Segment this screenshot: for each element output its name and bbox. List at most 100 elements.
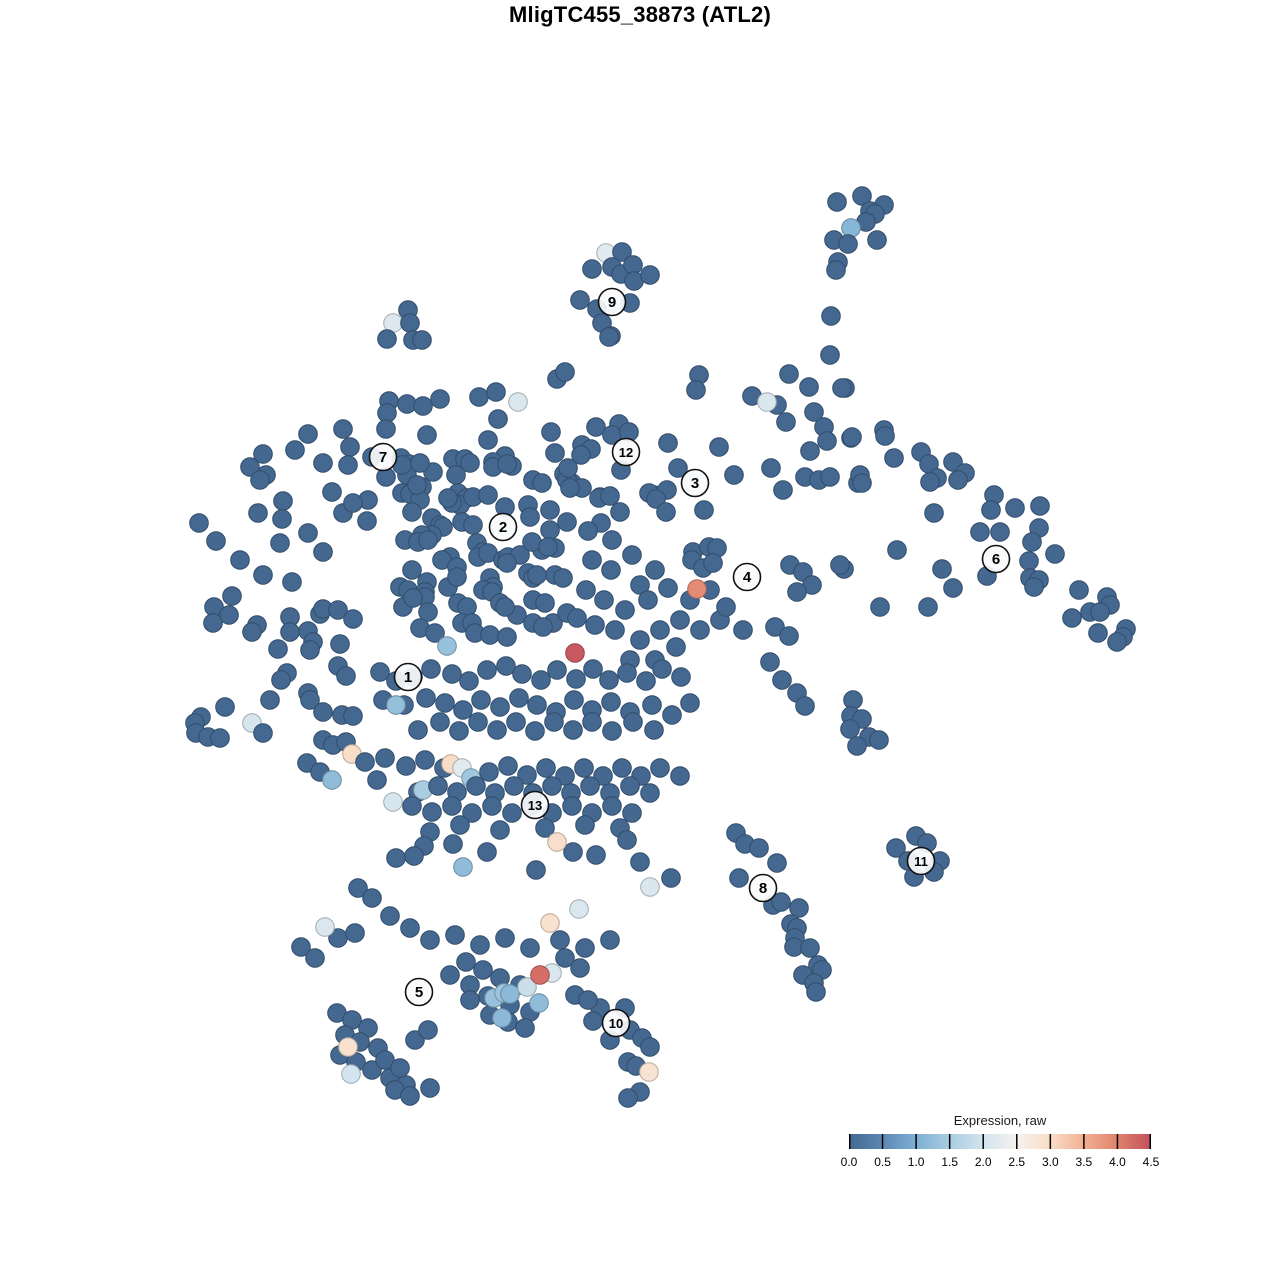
data-point <box>416 688 436 708</box>
data-point <box>640 877 660 897</box>
points-layer <box>185 186 1136 1108</box>
data-point <box>495 597 515 617</box>
data-point <box>502 803 522 823</box>
data-point <box>282 572 302 592</box>
data-point <box>272 509 292 529</box>
data-point <box>852 473 872 493</box>
data-point <box>248 503 268 523</box>
data-point <box>538 537 558 557</box>
data-point <box>580 776 600 796</box>
data-point <box>599 327 619 347</box>
data-point <box>870 597 890 617</box>
data-point <box>477 842 497 862</box>
data-point <box>585 615 605 635</box>
data-point <box>686 380 706 400</box>
data-point <box>760 652 780 672</box>
data-point <box>402 796 422 816</box>
data-point <box>821 306 841 326</box>
data-point <box>508 392 528 412</box>
data-point <box>771 892 791 912</box>
data-point <box>644 720 664 740</box>
data-point <box>469 387 489 407</box>
data-point <box>547 832 567 852</box>
data-point <box>531 670 551 690</box>
cluster-label: 13 <box>520 790 550 820</box>
data-point <box>550 930 570 950</box>
legend-title: Expression, raw <box>953 1113 1047 1128</box>
data-point <box>313 542 333 562</box>
data-point <box>666 637 686 657</box>
data-point <box>924 503 944 523</box>
data-point <box>328 600 348 620</box>
data-point <box>670 610 690 630</box>
data-point <box>658 433 678 453</box>
data-point <box>990 522 1010 542</box>
data-point <box>230 550 250 570</box>
data-point <box>820 467 840 487</box>
cluster-label: 5 <box>404 977 434 1007</box>
data-point <box>219 605 239 625</box>
data-point <box>404 846 424 866</box>
data-point <box>830 555 850 575</box>
data-point <box>1019 551 1039 571</box>
data-point <box>459 671 479 691</box>
data-point <box>558 458 578 478</box>
svg-text:7: 7 <box>379 449 387 466</box>
legend-tick-label: 3.5 <box>1076 1155 1093 1169</box>
data-point <box>776 412 796 432</box>
data-point <box>291 937 311 957</box>
data-point <box>703 553 723 573</box>
data-point <box>333 419 353 439</box>
data-point <box>273 491 293 511</box>
cluster-label: 6 <box>981 544 1011 574</box>
data-point <box>630 630 650 650</box>
data-point <box>313 702 333 722</box>
cluster-label: 8 <box>748 873 778 903</box>
data-point <box>535 593 555 613</box>
cluster-label: 1 <box>393 662 423 692</box>
data-point <box>468 712 488 732</box>
data-point <box>795 696 815 716</box>
data-point <box>285 440 305 460</box>
data-point <box>567 608 587 628</box>
data-point <box>490 697 510 717</box>
data-point <box>348 878 368 898</box>
data-point <box>338 455 358 475</box>
cluster-label: 9 <box>597 287 627 317</box>
data-point <box>840 719 860 739</box>
data-point <box>623 712 643 732</box>
data-point <box>555 362 575 382</box>
data-point <box>716 597 736 617</box>
data-point <box>578 521 598 541</box>
data-point <box>460 990 480 1010</box>
data-point <box>884 448 904 468</box>
data-point <box>362 1060 382 1080</box>
data-point <box>582 550 602 570</box>
data-point <box>652 659 672 679</box>
data-point <box>553 568 573 588</box>
data-point <box>242 622 262 642</box>
data-point <box>253 723 273 743</box>
data-point <box>345 923 365 943</box>
data-point <box>541 422 561 442</box>
data-point <box>636 671 656 691</box>
legend-tick-label: 2.5 <box>1008 1155 1025 1169</box>
data-point <box>400 918 420 938</box>
data-point <box>594 590 614 610</box>
data-point <box>617 663 637 683</box>
data-point <box>542 776 562 796</box>
data-point <box>820 345 840 365</box>
data-point <box>477 660 497 680</box>
data-point <box>408 720 428 740</box>
data-point <box>322 770 342 790</box>
data-point <box>1030 496 1050 516</box>
data-point <box>425 623 445 643</box>
data-point <box>298 523 318 543</box>
cluster-label: 4 <box>732 562 762 592</box>
data-point <box>640 265 660 285</box>
data-point <box>826 260 846 280</box>
data-point <box>315 917 335 937</box>
data-point <box>875 426 895 446</box>
cluster-label: 7 <box>368 442 398 472</box>
